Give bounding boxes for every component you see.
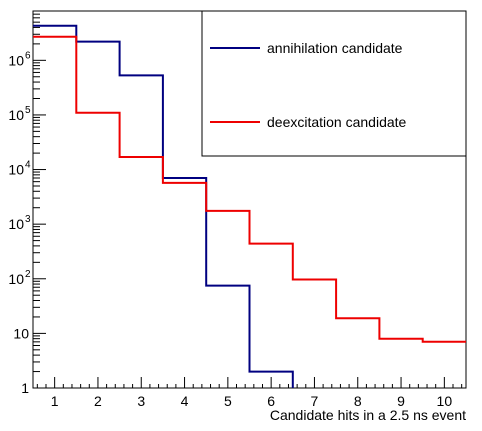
y-tick-label: 10	[8, 271, 24, 287]
series-deexcitation	[33, 35, 466, 343]
series-layer	[33, 24, 466, 388]
y-tick-label: 10	[13, 325, 29, 341]
y-tick-label: 1	[21, 380, 29, 396]
legend: annihilation candidate deexcitation candi…	[201, 10, 467, 157]
x-tick-label: 9	[397, 393, 405, 409]
x-tick-label: 5	[224, 393, 232, 409]
legend-box	[201, 10, 467, 157]
x-axis: 1 2 3 4 5 6 7 8 9 10	[36, 377, 463, 409]
series-line	[33, 35, 466, 343]
y-tick-exponent: 3	[25, 214, 31, 225]
y-tick-exponent: 6	[25, 50, 31, 61]
x-tick-label: 7	[311, 393, 319, 409]
x-tick-label: 10	[437, 393, 453, 409]
x-tick-label: 6	[267, 393, 275, 409]
y-tick-label: 10	[8, 107, 24, 123]
legend-label: annihilation candidate	[267, 40, 403, 56]
x-tick-label: 4	[181, 393, 189, 409]
y-tick-exponent: 5	[25, 105, 31, 116]
y-tick-exponent: 4	[25, 160, 31, 171]
legend-label: deexcitation candidate	[267, 114, 407, 130]
y-tick-label: 10	[8, 162, 24, 178]
y-tick-label: 10	[8, 52, 24, 68]
x-tick-label: 3	[137, 393, 145, 409]
x-tick-label: 8	[354, 393, 362, 409]
x-tick-label: 2	[94, 393, 102, 409]
x-tick-label: 1	[51, 393, 59, 409]
y-tick-label: 10	[8, 216, 24, 232]
x-axis-label: Candidate hits in a 2.5 ns event	[270, 407, 466, 423]
y-tick-exponent: 2	[25, 269, 31, 280]
